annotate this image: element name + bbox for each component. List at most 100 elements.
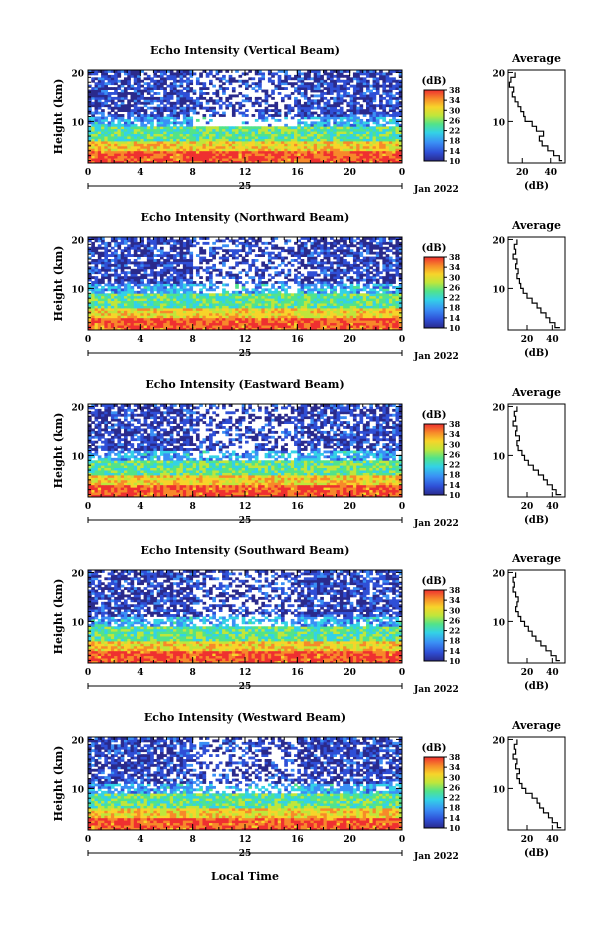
heatmap-cell (310, 320, 315, 324)
heatmap-cell (209, 126, 213, 130)
heatmap-cell (91, 131, 95, 135)
heatmap-cell (382, 140, 387, 144)
heatmap-cell (143, 109, 148, 113)
heatmap-cell (110, 155, 115, 159)
heatmap-cell (137, 158, 141, 161)
heatmap-cell (307, 276, 311, 280)
heatmap-cell (123, 271, 128, 275)
heatmap-cell (392, 140, 396, 144)
heatmap-cell (326, 310, 331, 314)
heatmap-cell (398, 82, 403, 86)
heatmap-cell (107, 131, 112, 135)
heatmap-cell (241, 148, 246, 152)
heatmap-cell (107, 300, 112, 304)
heatmap-cell (251, 136, 256, 139)
heatmap-cell (97, 77, 102, 81)
heatmap-cell (277, 82, 282, 86)
heatmap-cell (313, 312, 318, 316)
heatmap-cell (143, 89, 148, 93)
heatmap-cell (94, 320, 99, 324)
heatmap-cell (303, 106, 308, 110)
heatmap-cell (294, 153, 298, 157)
heatmap-cell (150, 99, 154, 103)
heatmap-cell (316, 310, 321, 314)
heatmap-cell (133, 153, 138, 157)
heatmap-cell (176, 276, 180, 280)
heatmap-cell (101, 312, 105, 316)
heatmap-cell (264, 155, 269, 159)
heatmap-cell (156, 281, 161, 284)
heatmap-cell (146, 325, 151, 328)
heatmap-cell (336, 79, 341, 83)
heatmap-cell (222, 283, 226, 287)
heatmap-cell (366, 278, 370, 282)
heatmap-cell (326, 281, 331, 284)
heatmap-cell (303, 160, 308, 164)
heatmap-cell (382, 312, 387, 316)
heatmap-cell (385, 133, 390, 137)
heatmap-cell (280, 131, 285, 135)
heatmap-cell (300, 155, 305, 159)
heatmap-cell (140, 92, 144, 95)
heatmap-cell (320, 305, 324, 309)
heatmap-cell (297, 327, 301, 331)
heatmap-cell (133, 77, 138, 81)
heatmap-cell (91, 87, 95, 90)
heatmap-cell (359, 153, 364, 157)
heatmap-cell (245, 160, 249, 164)
heatmap-cell (94, 300, 99, 304)
heatmap-cell (372, 128, 377, 132)
heatmap-cell (94, 285, 99, 289)
heatmap-cell (274, 293, 279, 297)
heatmap-cell (199, 89, 203, 93)
heatmap-cell (366, 101, 370, 105)
heatmap-cell (290, 128, 295, 132)
heatmap-cell (392, 295, 396, 299)
heatmap-cell (97, 145, 102, 149)
heatmap-cell (130, 99, 135, 103)
heatmap-cell (280, 285, 285, 289)
heatmap-cell (189, 126, 194, 130)
heatmap-cell (225, 303, 230, 306)
heatmap-cell (91, 276, 95, 280)
heatmap-cell (209, 128, 213, 132)
heatmap-cell (117, 317, 122, 321)
heatmap-cell (91, 290, 95, 294)
heatmap-cell (352, 153, 357, 157)
heatmap-cell (153, 305, 158, 309)
heatmap-cell (258, 312, 262, 316)
heatmap-cell (189, 305, 194, 309)
heatmap-cell (287, 104, 292, 108)
heatmap-cell (127, 143, 131, 147)
heatmap-cell (294, 101, 298, 105)
heatmap-cell (94, 281, 99, 284)
heatmap-cell (362, 283, 367, 287)
heatmap-cell (316, 322, 321, 326)
heatmap-cell (241, 72, 246, 76)
heatmap-cell (127, 82, 131, 86)
heatmap-cell (369, 317, 373, 321)
heatmap-cell (179, 160, 184, 164)
heatmap-cell (133, 148, 138, 152)
heatmap-cell (339, 307, 344, 311)
heatmap-cell (251, 327, 256, 331)
heatmap-cell (395, 133, 400, 137)
heatmap-cell (300, 94, 305, 98)
heatmap-cell (88, 312, 92, 316)
heatmap-cell (169, 317, 174, 321)
heatmap-cell (336, 317, 341, 321)
heatmap-cell (110, 295, 115, 299)
heatmap-cell (88, 295, 92, 299)
heatmap-cell (323, 131, 328, 135)
heatmap-cell (205, 128, 210, 132)
heatmap-cell (382, 138, 387, 142)
heatmap-cell (388, 153, 393, 157)
heatmap-cell (267, 305, 272, 309)
heatmap-cell (163, 322, 167, 326)
heatmap-cell (189, 317, 194, 321)
heatmap-cell (97, 96, 102, 100)
heatmap-cell (254, 273, 259, 277)
heatmap-cell (146, 283, 151, 287)
heatmap-cell (398, 118, 403, 122)
heatmap-cell (290, 106, 295, 110)
